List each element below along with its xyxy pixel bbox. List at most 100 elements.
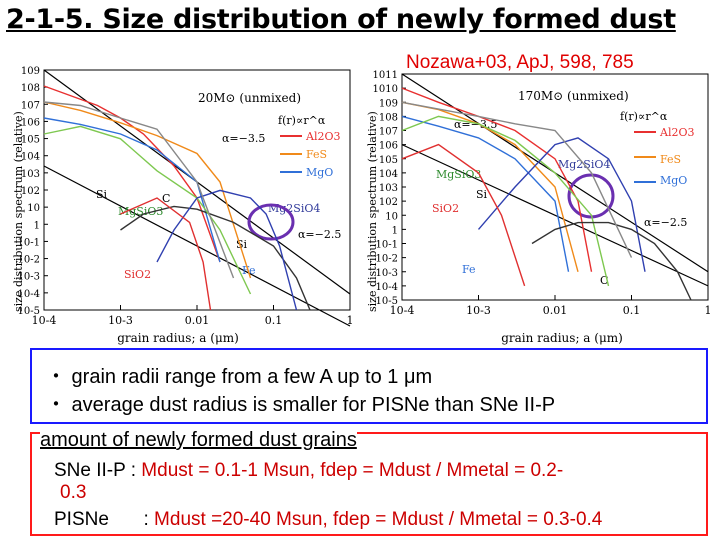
series-line [401, 115, 570, 272]
series-line [156, 189, 298, 311]
legend-entry-mgo: MgO [306, 166, 333, 179]
y-tick-label: 104 [379, 169, 398, 180]
x-tick-label: 0.1 [265, 314, 283, 327]
x-tick-label: 1 [705, 304, 712, 317]
series-line [477, 137, 646, 272]
legend-title: f(r)∝r^α [620, 110, 668, 123]
annotation-sio2: SiO2 [124, 268, 151, 281]
annotation-c: C [162, 192, 170, 205]
x-tick-label: 1 [347, 314, 354, 327]
sne-label: SNe II-P : [54, 460, 137, 481]
series-line [531, 221, 692, 301]
model-label: 20M⊙ (unmixed) [198, 91, 301, 105]
y-tick-label: 102 [379, 197, 398, 208]
chart-panel-170msun: size distribution spectrum (relative) gr… [362, 62, 714, 347]
y-tick-label: 10 [385, 211, 398, 222]
y-tick-label: 108 [379, 112, 398, 123]
annotation-sio2: SiO2 [432, 202, 459, 215]
x-tick-label: 10-4 [32, 314, 57, 327]
y-tick-label: 105 [379, 155, 398, 166]
y-tick-label: 1010 [373, 84, 398, 95]
series-line [401, 143, 526, 287]
series-line [120, 205, 311, 311]
sne-dust-expression: Mdust = 0.1-1 Msun, fdep = Mdust / Mmeta… [141, 460, 564, 481]
y-tick-label: 1011 [373, 70, 398, 81]
y-tick-label: 103 [21, 169, 40, 180]
y-tick-label: 10-3 [18, 272, 40, 283]
y-tick-label: 1 [392, 225, 398, 236]
pisne-dust-expression: Mdust =20-40 Msun, fdep = Mdust / Mmetal… [154, 509, 603, 530]
series-line [43, 101, 252, 279]
x-tick-label: 0.1 [623, 304, 641, 317]
series-line [120, 197, 212, 311]
y-tick-label: 106 [21, 117, 40, 128]
y-tick-label: 104 [21, 152, 40, 163]
y-tick-label: 106 [379, 141, 398, 152]
summary-box: ・ grain radii range from a few A up to 1… [30, 348, 708, 424]
y-tick-label: 10-5 [376, 296, 398, 307]
x-axis-label: grain radius; a (μm) [117, 331, 239, 345]
y-tick-label: 1 [34, 220, 40, 231]
annotation-si-2: Si [236, 238, 248, 251]
y-tick-label: 108 [21, 83, 40, 94]
power-law-label-shallow: α=−2.5 [298, 228, 341, 241]
x-axis-label: grain radius; a (μm) [501, 331, 623, 345]
y-axis-label: size distribution spectrum (relative) [366, 111, 379, 312]
pisne-label: PISNe [54, 509, 109, 530]
pisne-separator: : [143, 509, 149, 530]
y-tick-label: 10-3 [376, 268, 398, 279]
chart-panel-20msun: size distribution spectrum (relative) gr… [8, 62, 358, 347]
y-tick-label: 10-4 [18, 289, 40, 300]
annotation-mgsio3: MgSiO3 [118, 205, 163, 218]
series-line [43, 125, 252, 295]
y-tick-label: 103 [379, 183, 398, 194]
x-tick-label: 0.01 [185, 314, 210, 327]
series-line [401, 101, 633, 258]
highlight-circle [567, 173, 615, 219]
legend-entry-al2o3: Al2O3 [305, 130, 340, 143]
y-tick-label: 107 [21, 100, 40, 111]
x-tick-label: 0.01 [543, 304, 568, 317]
slide-title: 2-1-5. Size distribution of newly formed… [6, 4, 676, 35]
bullet-radius-range: ・ grain radii range from a few A up to 1… [46, 366, 433, 388]
legend-entry-mgo: MgO [660, 174, 687, 187]
x-tick-label: 10-3 [466, 304, 491, 317]
annotation-mgsio3: MgSiO3 [436, 168, 481, 181]
y-tick-label: 10-2 [18, 255, 40, 266]
y-tick-label: 105 [21, 135, 40, 146]
y-tick-label: 10-4 [376, 282, 398, 293]
legend-entry-fes: FeS [660, 153, 681, 166]
x-tick-label: 10-3 [108, 314, 133, 327]
y-tick-label: 10-2 [376, 254, 398, 265]
y-tick-label: 107 [379, 127, 398, 138]
bullet-average-radius: ・ average dust radius is smaller for PIS… [46, 394, 556, 416]
y-tick-label: 102 [21, 186, 40, 197]
size-distribution-chart-20msun: size distribution spectrum (relative) gr… [12, 66, 354, 345]
y-tick-label: 109 [379, 98, 398, 109]
dust-amount-box: amount of newly formed dust grains SNe I… [30, 429, 708, 536]
series-line [43, 117, 221, 263]
annotation-si: Si [476, 188, 488, 201]
y-tick-label: 10-1 [376, 240, 398, 251]
reference-citation: Nozawa+03, ApJ, 598, 785 [406, 52, 634, 73]
series-line [401, 115, 610, 287]
series-line [401, 87, 593, 272]
annotation-fe: Fe [462, 263, 476, 276]
legend-entry-al2o3: Al2O3 [659, 126, 694, 139]
size-distribution-chart-170msun: size distribution spectrum (relative) gr… [366, 70, 712, 345]
model-label: 170M⊙ (unmixed) [518, 89, 629, 103]
power-law-line-shallow [401, 144, 709, 287]
legend-title: f(r)∝r^α [278, 114, 326, 127]
series-line [43, 85, 221, 263]
y-tick-label: 10-1 [18, 237, 40, 248]
y-tick-label: 109 [21, 66, 40, 77]
highlight-circle [247, 203, 295, 241]
legend-entry-fes: FeS [306, 148, 327, 161]
sne-dust-expression-continued: 0.3 [60, 482, 87, 503]
power-law-label-shallow: α=−2.5 [644, 216, 687, 229]
y-tick-label: 10 [27, 203, 40, 214]
annotation-si: Si [96, 188, 108, 201]
dust-amount-heading: amount of newly formed dust grains [40, 429, 357, 452]
power-law-label-steep: α=−3.5 [222, 132, 265, 145]
annotation-c: C [600, 274, 608, 287]
